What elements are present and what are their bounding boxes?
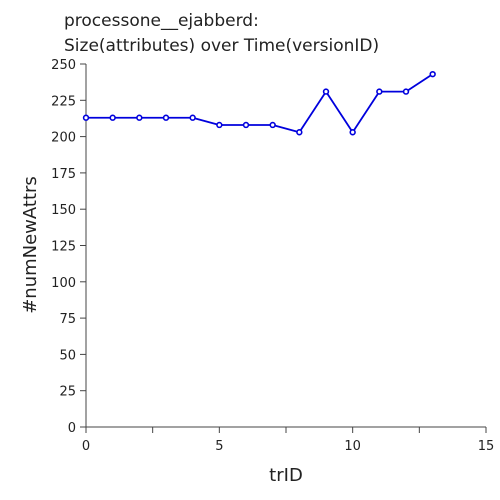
data-point (242, 121, 250, 129)
data-point (136, 114, 143, 121)
series-layer (82, 70, 436, 136)
data-point (162, 114, 170, 121)
chart-title-line-1: processone__ejabberd: (64, 11, 259, 31)
data-point (322, 88, 330, 95)
data-point (109, 114, 116, 121)
y-tick-label: 150 (51, 203, 76, 218)
x-tick-label: 0 (82, 439, 90, 454)
y-tick-label: 125 (51, 240, 76, 255)
chart-title-line-2: Size(attributes) over Time(versionID) (64, 36, 379, 56)
y-tick-label: 250 (51, 58, 76, 73)
data-point (376, 88, 383, 95)
y-axis-label: #numNewAttrs (20, 176, 41, 314)
data-point (216, 121, 223, 129)
x-tick-label: 5 (215, 439, 223, 454)
y-tick-label: 75 (59, 312, 76, 327)
y-tick-label: 100 (51, 276, 76, 291)
y-tick-label: 0 (68, 421, 76, 436)
data-point (189, 114, 196, 121)
data-point (296, 129, 303, 136)
x-tick-label: 10 (344, 439, 361, 454)
x-tick-label: 15 (478, 439, 495, 454)
y-tick-label: 50 (59, 348, 76, 363)
data-point (349, 129, 356, 136)
x-ticks: 0 5 10 15 (82, 427, 494, 454)
data-point (269, 121, 276, 129)
data-point (402, 88, 410, 95)
series-line (86, 73, 434, 134)
y-ticks: 0 25 50 75 100 125 150 175 200 225 250 (51, 58, 86, 436)
y-tick-label: 225 (51, 94, 76, 109)
x-axis-label: trID (269, 465, 303, 486)
y-tick-label: 200 (51, 131, 76, 146)
y-tick-label: 25 (59, 385, 76, 400)
data-point (429, 70, 436, 78)
data-point (82, 114, 90, 121)
y-tick-label: 175 (51, 167, 76, 182)
